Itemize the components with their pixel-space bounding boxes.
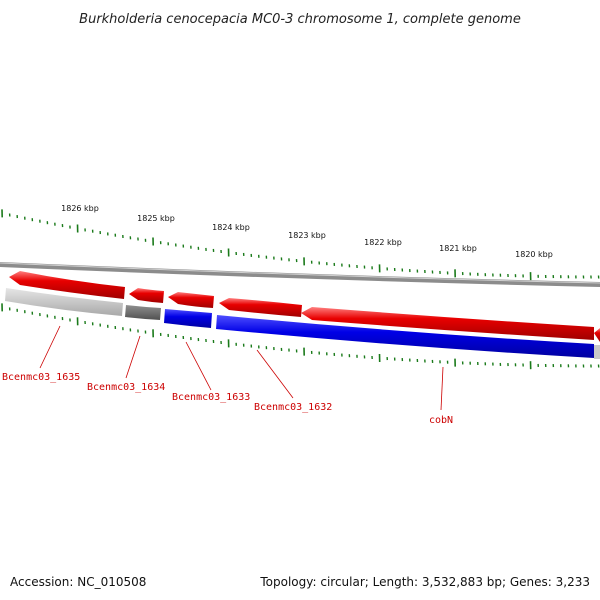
reverse-strand-genes <box>5 288 600 359</box>
gene-block-blue-1[interactable] <box>164 309 212 328</box>
gene-labels: Bcenmc03_1635 Bcenmc03_1634 Bcenmc03_163… <box>2 372 453 426</box>
leader-line-cobn <box>440 366 444 411</box>
gene-block-blue-2[interactable] <box>216 315 594 358</box>
gene-arrow-cobn[interactable] <box>301 307 594 340</box>
scale-label-1826: 1826 kbp <box>61 204 99 213</box>
backbone-highlight <box>0 262 600 284</box>
gene-arrow-bcenmc03-1632[interactable] <box>219 298 302 317</box>
scale-label-1822: 1822 kbp <box>364 238 402 247</box>
scale-labels: 1826 kbp 1825 kbp 1824 kbp 1823 kbp 1822… <box>61 204 553 259</box>
gene-arrow-edge[interactable] <box>594 328 600 342</box>
scale-label-1823: 1823 kbp <box>288 231 326 240</box>
gene-arrow-bcenmc03-1635[interactable] <box>9 271 125 299</box>
inner-scale-ticks <box>1 303 600 370</box>
gene-label-cobn[interactable]: cobN <box>429 415 453 426</box>
gene-label-bcenmc03-1634[interactable]: Bcenmc03_1634 <box>87 382 165 393</box>
forward-strand-genes <box>9 271 600 342</box>
gene-block-dark-grey[interactable] <box>125 305 161 320</box>
gene-arrow-bcenmc03-1633[interactable] <box>168 292 214 308</box>
scale-label-1820: 1820 kbp <box>515 250 553 259</box>
map-title: Burkholderia cenocepacia MC0-3 chromosom… <box>79 12 521 27</box>
gene-label-bcenmc03-1632[interactable]: Bcenmc03_1632 <box>254 402 332 413</box>
gene-block-grey-edge[interactable] <box>594 345 600 359</box>
outer-scale-ticks <box>1 209 600 281</box>
gene-label-bcenmc03-1635[interactable]: Bcenmc03_1635 <box>2 372 80 383</box>
scale-label-1825: 1825 kbp <box>137 214 175 223</box>
leader-line-bcenmc03-1633 <box>185 341 212 391</box>
gene-leader-lines <box>39 325 444 411</box>
gene-label-bcenmc03-1633[interactable]: Bcenmc03_1633 <box>172 392 250 403</box>
topology-summary-text: Topology: circular; Length: 3,532,883 bp… <box>259 575 590 589</box>
leader-line-bcenmc03-1632 <box>256 349 294 399</box>
leader-line-bcenmc03-1635 <box>39 325 61 369</box>
scale-label-1824: 1824 kbp <box>212 223 250 232</box>
accession-text: Accession: NC_010508 <box>10 575 146 589</box>
leader-line-bcenmc03-1634 <box>125 335 141 379</box>
scale-label-1821: 1821 kbp <box>439 244 477 253</box>
gene-block-light-grey[interactable] <box>5 288 123 316</box>
gene-arrow-bcenmc03-1634[interactable] <box>129 288 164 303</box>
